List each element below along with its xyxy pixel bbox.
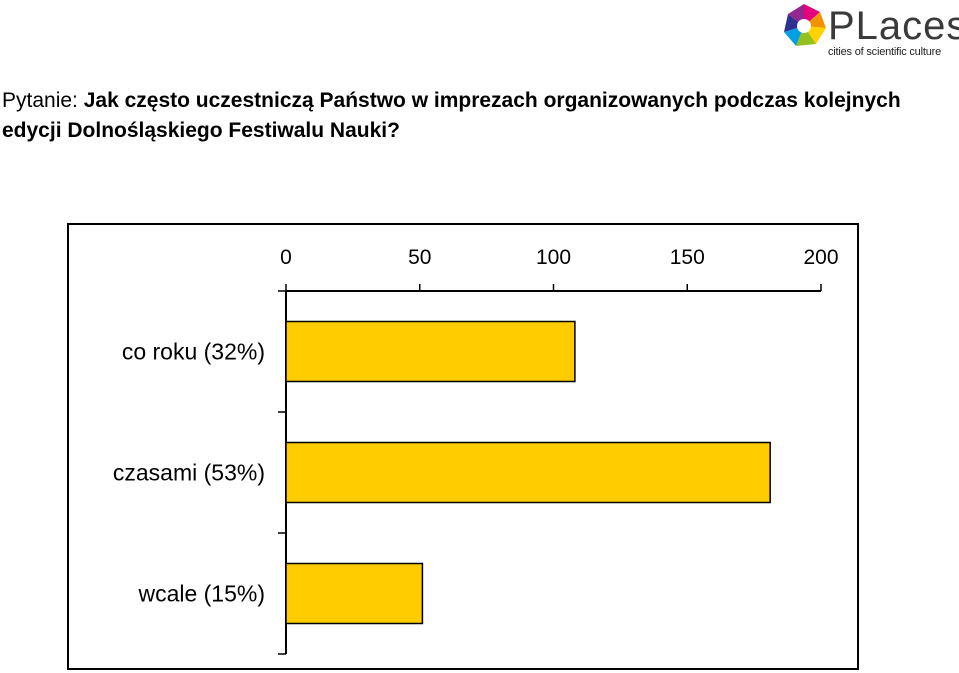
places-logo: PLaces cities of scientific culture — [778, 0, 959, 64]
logo-brand: PLaces — [828, 4, 959, 48]
bar — [285, 441, 771, 504]
x-tick-label: 50 — [408, 246, 431, 269]
x-tick-label: 150 — [670, 246, 705, 269]
x-tick-label: 100 — [536, 246, 571, 269]
category-label: wcale (15%) — [137, 581, 265, 607]
x-tick-label: 200 — [803, 246, 838, 269]
bar — [285, 562, 424, 625]
places-logo-icon — [784, 4, 826, 46]
question-prefix: Pytanie: — [2, 89, 78, 112]
logo-tagline: cities of scientific culture — [828, 46, 941, 58]
question-title: Pytanie: Jak często uczestniczą Państwo … — [2, 86, 902, 146]
bar — [285, 320, 576, 383]
category-label: czasami (53%) — [113, 460, 265, 486]
chart-frame — [67, 223, 859, 670]
question-text: Jak często uczestniczą Państwo w impreza… — [2, 89, 901, 142]
category-label: co roku (32%) — [122, 339, 265, 365]
x-tick-label: 0 — [280, 246, 292, 269]
